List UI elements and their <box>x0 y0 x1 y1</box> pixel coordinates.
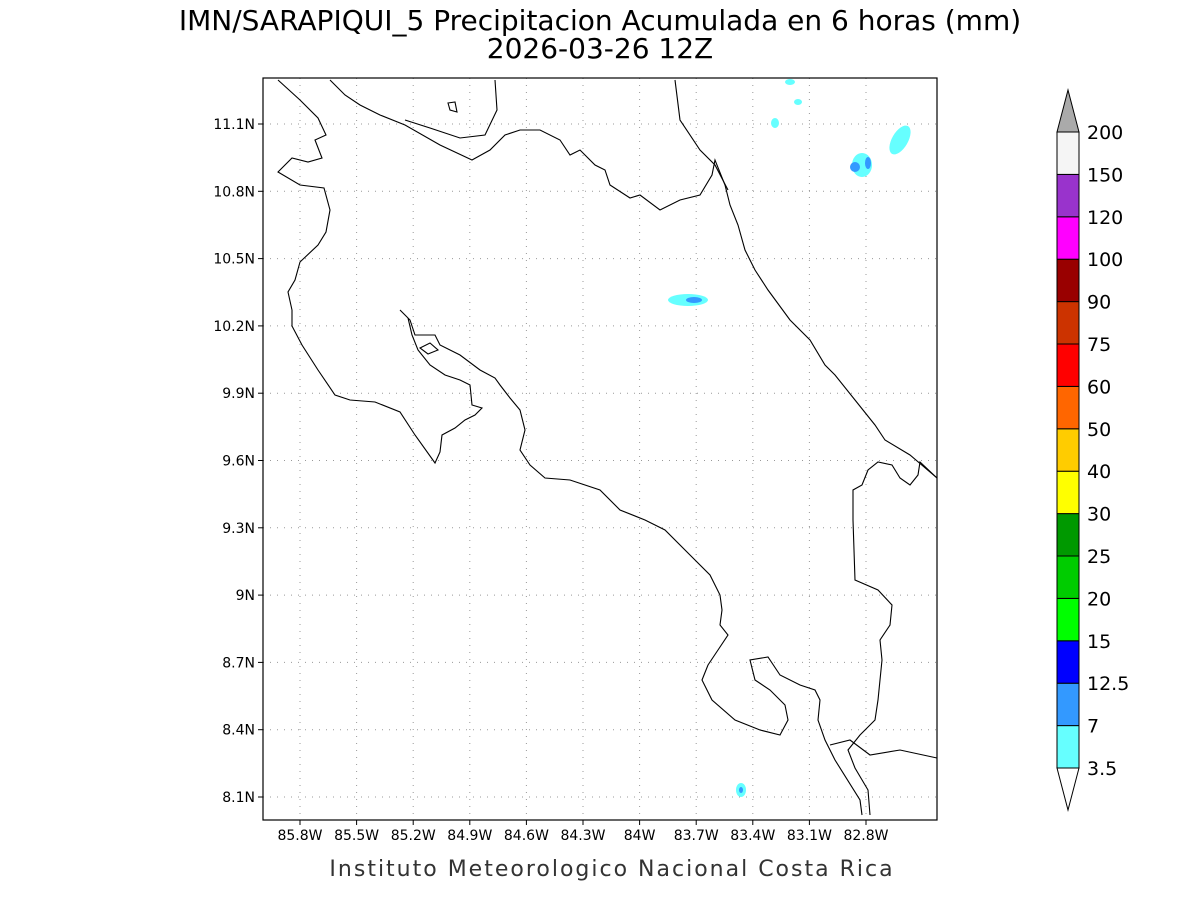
colorbar-label: 30 <box>1087 504 1111 526</box>
y-tick-label: 9.3N <box>222 521 255 537</box>
y-tick-label: 9.6N <box>222 454 255 470</box>
colorbar-box <box>1056 725 1080 769</box>
y-tick-label: 10.5N <box>213 252 255 268</box>
y-tick-label: 10.8N <box>213 184 255 200</box>
colorbar-box <box>1056 216 1080 260</box>
x-tick-label: 84W <box>624 828 656 844</box>
subtitle: 2026-03-26 12Z <box>487 32 713 65</box>
x-tick-label: 83.7W <box>674 828 719 844</box>
colorbar-box <box>1056 385 1080 430</box>
x-tick-label: 85.2W <box>391 828 436 844</box>
colorbar-box <box>1056 428 1080 472</box>
colorbar-label: 100 <box>1087 249 1123 271</box>
precipitation <box>668 79 911 797</box>
y-tick-label: 9.9N <box>222 386 255 402</box>
colorbar-label: 50 <box>1087 419 1111 441</box>
x-tick-label: 84.9W <box>447 828 492 844</box>
title: IMN/SARAPIQUI_5 Precipitacion Acumulada … <box>179 4 1021 37</box>
y-tick-label: 8.7N <box>222 655 255 671</box>
colorbar-box <box>1056 131 1080 175</box>
colorbar-label: 90 <box>1087 292 1111 314</box>
colorbar-label: 12.5 <box>1087 673 1129 695</box>
colorbar-label: 25 <box>1087 546 1111 568</box>
colorbar-over <box>1056 88 1080 133</box>
colorbar-box <box>1056 301 1080 345</box>
footer: Instituto Meteorologico Nacional Costa R… <box>329 857 894 882</box>
colorbar-label: 150 <box>1087 164 1123 186</box>
colorbar-box <box>1056 640 1080 684</box>
grid <box>263 78 937 820</box>
coastline <box>277 79 938 816</box>
x-tick-label: 84.3W <box>560 828 605 844</box>
colorbar-label: 40 <box>1087 461 1111 483</box>
colorbar-label: 60 <box>1087 376 1111 398</box>
colorbar-box <box>1056 555 1080 599</box>
colorbar-label: 3.5 <box>1087 758 1117 780</box>
x-tick-label: 83.4W <box>730 828 775 844</box>
y-tick-label: 8.1N <box>222 790 255 806</box>
map-frame <box>262 77 938 821</box>
colorbar-under <box>1056 767 1080 812</box>
colorbar-label: 7 <box>1087 716 1099 738</box>
colorbar-label: 120 <box>1087 207 1123 229</box>
colorbar-box <box>1056 597 1080 642</box>
colorbar-label: 200 <box>1087 122 1123 144</box>
y-tick-label: 11.1N <box>213 117 255 133</box>
colorbar-box <box>1056 682 1080 727</box>
x-tick-label: 84.6W <box>504 828 549 844</box>
y-tick-label: 8.4N <box>222 723 255 739</box>
colorbar-label: 75 <box>1087 334 1111 356</box>
colorbar-label: 15 <box>1087 631 1111 653</box>
x-tick-label: 82.8W <box>843 828 888 844</box>
x-tick-label: 83.1W <box>787 828 832 844</box>
colorbar-box <box>1056 343 1080 387</box>
colorbar-box <box>1056 258 1080 303</box>
x-tick-label: 85.8W <box>277 828 322 844</box>
y-tick-label: 10.2N <box>213 319 255 335</box>
colorbar: 3.5 7 12.5 15 20 25 30 40 50 60 75 90 100 120 150 200 <box>1056 88 1129 812</box>
axes: 85.8W 85.5W 85.2W 84.9W 84.6W 84.3W 84W 83.7W 83… <box>213 117 888 844</box>
colorbar-box <box>1056 513 1080 557</box>
y-tick-label: 9N <box>236 588 255 604</box>
colorbar-label: 20 <box>1087 588 1111 610</box>
colorbar-box <box>1056 470 1080 515</box>
colorbar-box <box>1056 173 1080 218</box>
x-tick-label: 85.5W <box>334 828 379 844</box>
